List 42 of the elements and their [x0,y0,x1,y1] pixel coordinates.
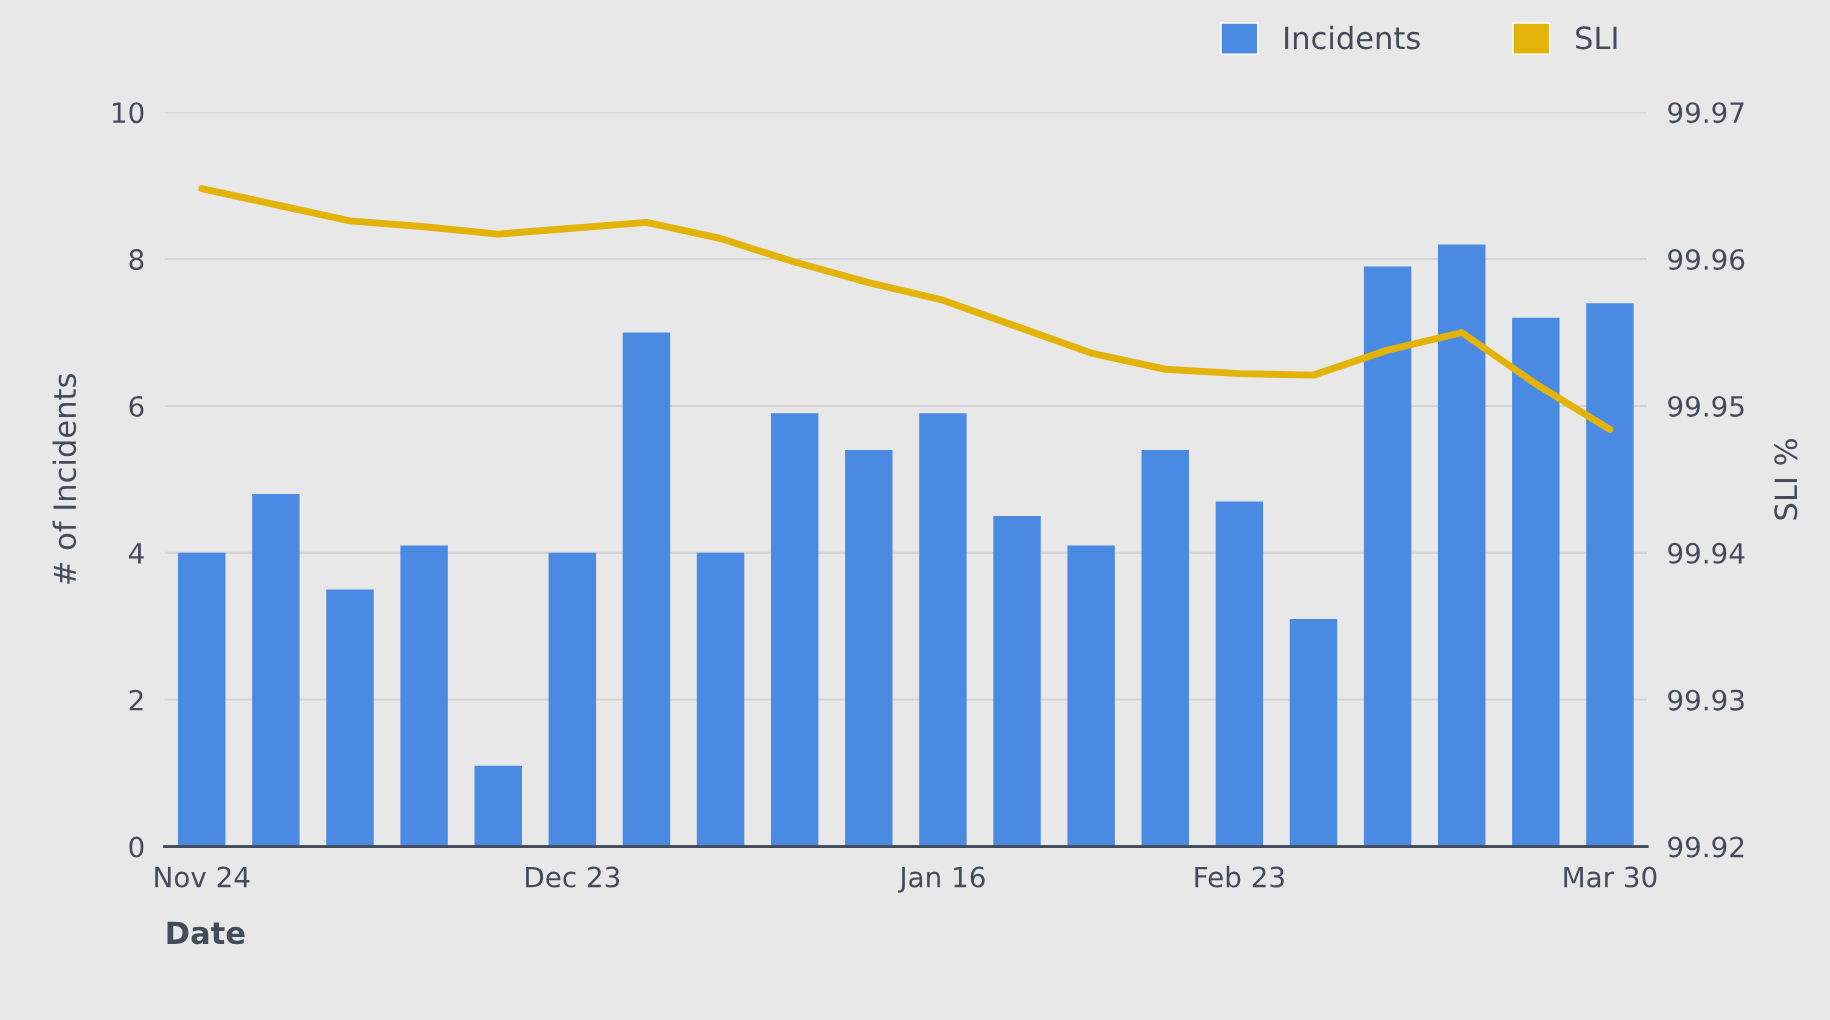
y2-tick-label: 99.93 [1668,689,1744,711]
bar [400,545,448,847]
x-tick-label: Nov 24 [155,866,250,888]
x-axis-title: Date [167,921,245,945]
y-tick-label: 4 [128,543,144,564]
bar [252,494,300,847]
x-tick-label: Mar 30 [1564,866,1657,888]
bar [474,765,522,847]
y-tick-label: 0 [129,836,144,858]
legend-label: Incidents [1285,25,1420,50]
bar [770,413,819,847]
legend-label: SLI [1576,26,1617,50]
y-axis-title: # of Incidents [52,374,77,584]
bar [178,552,226,847]
bar [326,589,374,847]
bar [919,413,967,847]
y2-tick-label: 99.95 [1668,395,1744,417]
bar [993,516,1041,847]
x-tick-label: Dec 23 [526,866,620,888]
bar [622,332,671,847]
y2-axis-title: SLI % [1774,439,1798,520]
y2-tick-label: 99.97 [1668,102,1744,124]
bar [1289,618,1338,847]
bar [845,450,893,847]
y2-tick-label: 99.96 [1668,249,1745,271]
y2-tick-label: 99.94 [1668,542,1745,564]
y-tick-label: 8 [129,249,144,271]
bar [1067,545,1115,847]
bar [1512,317,1560,847]
bar [696,552,745,847]
bar [1215,501,1264,847]
y-tick-label: 6 [129,395,144,417]
bar [1363,266,1412,847]
bar [1438,244,1486,847]
y2-tick-label: 99.92 [1668,836,1744,858]
bar [1141,450,1189,847]
x-tick-label: Jan 16 [897,866,985,893]
x-tick-label: Feb 23 [1195,866,1284,888]
y-tick-label: 10 [112,102,144,124]
y-tick-label: 2 [129,689,143,711]
bar [548,552,597,847]
bar [1586,303,1634,847]
